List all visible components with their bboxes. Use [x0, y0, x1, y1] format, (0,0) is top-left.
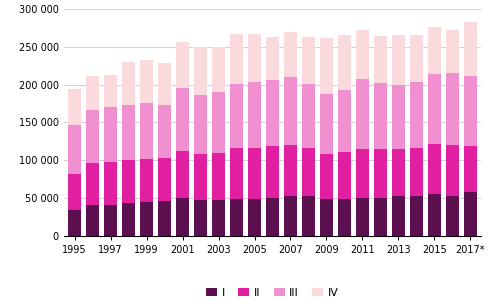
Bar [176, 88, 190, 151]
Bar [446, 73, 459, 145]
Bar [212, 92, 225, 153]
Bar [409, 82, 423, 148]
Bar [320, 154, 333, 199]
Bar [194, 200, 207, 236]
Bar [302, 148, 315, 196]
Bar [248, 199, 261, 236]
Legend: I, II, III, IV: I, II, III, IV [202, 284, 343, 302]
Bar [338, 199, 351, 236]
Bar [266, 198, 279, 236]
Bar [464, 192, 477, 236]
Bar [302, 37, 315, 84]
Bar [212, 200, 225, 236]
Bar [355, 149, 369, 198]
Bar [409, 148, 423, 196]
Bar [158, 105, 171, 158]
Bar [355, 30, 369, 79]
Bar [409, 196, 423, 236]
Bar [140, 103, 153, 159]
Bar [104, 107, 117, 162]
Bar [392, 196, 405, 236]
Bar [158, 63, 171, 105]
Bar [338, 36, 351, 90]
Bar [302, 84, 315, 148]
Bar [140, 60, 153, 103]
Bar [86, 110, 99, 163]
Bar [230, 34, 243, 84]
Bar [176, 151, 190, 198]
Bar [230, 84, 243, 148]
Bar [122, 105, 136, 160]
Bar [392, 85, 405, 149]
Bar [104, 75, 117, 107]
Bar [68, 125, 82, 175]
Bar [338, 152, 351, 199]
Bar [158, 201, 171, 236]
Bar [320, 94, 333, 154]
Bar [140, 202, 153, 236]
Bar [428, 194, 441, 236]
Bar [176, 198, 190, 236]
Bar [446, 145, 459, 196]
Bar [194, 47, 207, 95]
Bar [266, 37, 279, 80]
Bar [284, 145, 297, 196]
Bar [194, 95, 207, 154]
Bar [464, 22, 477, 76]
Bar [266, 146, 279, 198]
Bar [248, 148, 261, 199]
Bar [122, 203, 136, 236]
Bar [230, 148, 243, 199]
Bar [86, 76, 99, 110]
Bar [428, 74, 441, 144]
Bar [355, 198, 369, 236]
Bar [284, 77, 297, 145]
Bar [122, 62, 136, 105]
Bar [374, 149, 387, 198]
Bar [409, 36, 423, 82]
Bar [176, 41, 190, 88]
Bar [194, 154, 207, 200]
Bar [374, 83, 387, 149]
Bar [464, 146, 477, 192]
Bar [374, 198, 387, 236]
Bar [320, 38, 333, 94]
Bar [392, 149, 405, 196]
Bar [86, 163, 99, 205]
Bar [428, 144, 441, 194]
Bar [68, 210, 82, 236]
Bar [158, 158, 171, 201]
Bar [266, 80, 279, 146]
Bar [104, 162, 117, 205]
Bar [302, 196, 315, 236]
Bar [446, 30, 459, 73]
Bar [428, 27, 441, 74]
Bar [284, 32, 297, 77]
Bar [320, 199, 333, 236]
Bar [212, 153, 225, 200]
Bar [212, 47, 225, 92]
Bar [122, 160, 136, 203]
Bar [284, 196, 297, 236]
Bar [230, 199, 243, 236]
Bar [68, 175, 82, 210]
Bar [464, 76, 477, 146]
Bar [248, 82, 261, 148]
Bar [104, 205, 117, 236]
Bar [374, 36, 387, 83]
Bar [446, 196, 459, 236]
Bar [392, 36, 405, 85]
Bar [338, 90, 351, 152]
Bar [86, 205, 99, 236]
Bar [248, 34, 261, 82]
Bar [140, 159, 153, 202]
Bar [68, 89, 82, 125]
Bar [355, 79, 369, 149]
